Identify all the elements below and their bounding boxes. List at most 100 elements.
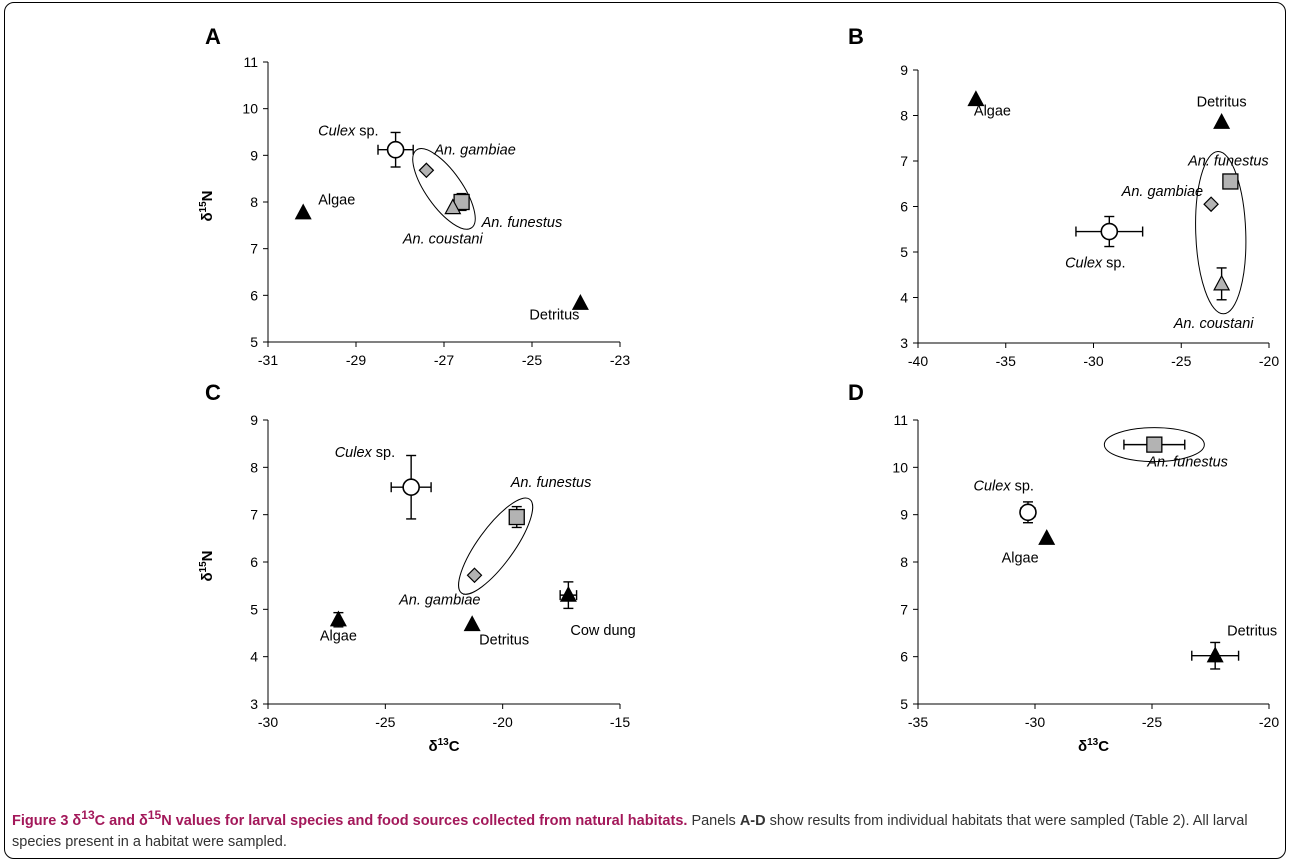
panel-a-algae-marker [294,203,312,220]
panel-d-y-tick-label: 11 [893,412,908,428]
panel-a-y-tick-label: 11 [243,54,258,70]
panel-c-y-tick-label: 5 [250,601,258,617]
panel-d-detritus-label: Detritus [1227,624,1277,640]
panel-a-letter: A [205,24,221,49]
panel-c-culex-sp-label: Culex sp. [335,445,395,461]
panel-a-x-tick-label: -23 [610,352,630,368]
panel-b-y-tick-label: 4 [900,290,908,306]
panel-a-y-tick-label: 9 [250,147,258,163]
panel-b-x-tick-label: -30 [1083,353,1103,369]
panel-c-group-ellipse [458,497,534,595]
panel-b-letter: B [848,24,864,49]
panel-c-y-label: δ15N [198,550,216,581]
panel-b-algae-marker [967,90,985,107]
panel-d-culex-sp-marker [1019,503,1037,522]
panel-d-an-funestus-marker [1146,436,1163,453]
panel-a-an-coustani-label: An. coustani [402,232,484,248]
panel-c-cow-dung-marker [559,585,577,602]
panel-a-y-tick-label: 8 [250,194,258,210]
panel-a-y-tick-label: 10 [242,101,258,117]
panel-b-culex-sp-label: Culex sp. [1065,256,1125,272]
panel-d-an-funestus-label: An. funestus [1146,455,1228,471]
panel-c-y-tick-label: 6 [250,554,258,570]
panel-c-x-tick-label: -30 [258,714,278,730]
panel-b-y-tick-label: 6 [900,199,908,215]
panel-d-letter: D [848,380,864,405]
panel-c-y-tick-label: 4 [250,649,258,665]
panel-c-cow-dung-label: Cow dung [570,623,635,639]
panel-a-x-tick-label: -25 [522,352,542,368]
panel-a-culex-sp-marker [386,140,405,159]
panel-a-x-tick-label: -27 [434,352,454,368]
panel-d-x-tick-label: -35 [908,714,928,730]
panel-a-algae-label: Algae [318,193,355,209]
panel-c-an-funestus-marker [508,508,525,526]
panel-d: D 5 6 7 8 9 10 11 -35 -30 -25 -20 δ13C An. funestus Cu… [848,380,1279,755]
panel-b-y-tick-label: 5 [900,244,908,260]
panel-b-an-gambiae-marker [1203,196,1219,213]
panel-c-an-gambiae-marker [466,567,483,584]
figure-caption: Figure 3 δ13C and δ15N values for larval… [12,805,1277,853]
panel-c-x-tick-label: -20 [493,714,513,730]
panel-d-y-tick-label: 8 [900,554,908,570]
panel-d-y-tick-label: 6 [900,649,908,665]
caption-title: Figure 3 δ13C and δ15N values for larval… [12,808,688,829]
panel-b-an-coustani-label: An. coustani [1173,316,1255,332]
panel-b-y-tick-label: 9 [900,62,908,78]
panel-a-y-label: δ15N [198,190,216,221]
panel-c-y-tick-label: 3 [250,696,258,712]
panel-d-algae-label: Algae [1002,550,1039,566]
figure-frame [4,2,1286,859]
panel-b-x-tick-label: -20 [1259,353,1279,369]
panel-c: C 3 4 5 6 7 8 9 -30 -25 -20 -15 δ15N δ13C Culex sp. An.… [198,380,636,755]
panel-d-x-tick-label: -20 [1259,714,1279,730]
panel-b-algae-label: Algae [974,104,1011,120]
panel-d-group-ellipse [1103,427,1205,463]
panel-b-x-tick-label: -40 [908,353,928,369]
caption-body-1: Panels [687,812,740,829]
panel-d-y-tick-label: 10 [892,459,908,475]
panel-a-group-ellipse [412,148,476,230]
panel-c-an-gambiae-label: An. gambiae [398,592,480,608]
panel-b-an-coustani-marker [1213,274,1231,291]
panel-a-an-coustani-marker [444,198,462,215]
panel-a-detritus-label: Detritus [529,307,579,323]
panel-b-an-gambiae-label: An. gambiae [1121,184,1203,200]
panel-a-culex-sp-label: Culex sp. [318,124,378,140]
panel-a-an-gambiae-label: An. gambiae [433,142,515,158]
panel-d-y-tick-label: 9 [900,507,908,523]
panel-c-detritus-marker [463,615,481,632]
panel-d-x-tick-label: -30 [1025,714,1045,730]
panel-d-culex-sp-label: Culex sp. [974,478,1034,494]
panel-c-y-tick-label: 8 [250,459,258,475]
panel-a-an-gambiae-marker [418,162,435,179]
panel-a: A 5 6 7 8 9 10 11 -31 -29 -27 -25 -23 δ15N Culex sp. An… [198,24,630,368]
caption-panels-ref: A-D [739,812,766,829]
panel-b-y-tick-label: 7 [900,153,908,169]
panel-c-x-label: δ13C [428,737,459,755]
panel-b-an-funestus-label: An. funestus [1187,153,1269,169]
panel-a-y-tick-label: 5 [250,334,258,350]
panel-c-letter: C [205,380,221,405]
panel-b-x-tick-label: -25 [1171,353,1191,369]
panel-a-y-tick-label: 6 [250,287,258,303]
panel-a-detritus-marker [571,293,589,310]
caption-body-2: show results from individual habitats th… [12,812,1248,850]
panel-b: B 3 4 5 6 7 8 9 -40 -35 -30 -25 -20 Algae Detritus An. … [848,24,1279,369]
panel-c-an-funestus-label: An. funestus [510,475,592,491]
panel-c-algae-marker [329,610,347,627]
panel-a-x-tick-label: -29 [346,352,366,368]
panel-b-detritus-label: Detritus [1197,94,1247,110]
panel-c-y-tick-label: 7 [250,507,258,523]
figure-chart-area: A 5 6 7 8 9 10 11 -31 -29 -27 -25 -23 δ15N Culex sp. An… [198,24,1279,755]
panel-a-x-tick-label: -31 [258,352,278,368]
panel-d-x-label: δ13C [1078,737,1109,755]
panel-d-y-tick-label: 5 [900,696,908,712]
panel-c-detritus-label: Detritus [479,632,529,648]
panel-b-y-tick-label: 8 [900,108,908,124]
panel-c-x-tick-label: -25 [375,714,395,730]
panel-c-y-tick-label: 9 [250,412,258,428]
panel-d-y-tick-label: 7 [900,601,908,617]
panel-c-culex-sp-marker [402,478,420,497]
panel-b-y-tick-label: 3 [900,335,908,351]
